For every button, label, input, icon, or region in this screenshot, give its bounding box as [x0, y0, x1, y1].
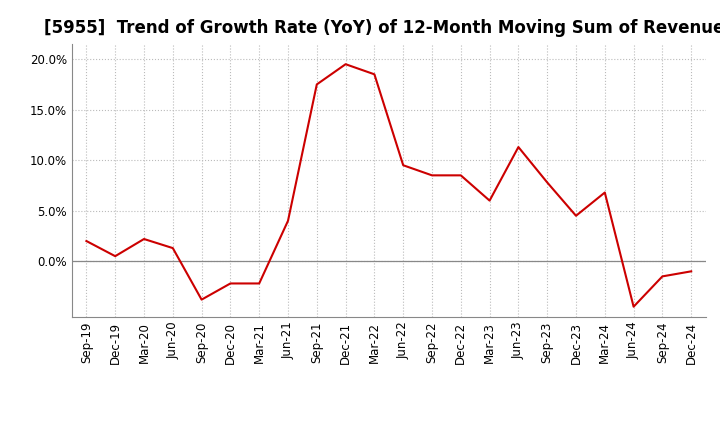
Title: [5955]  Trend of Growth Rate (YoY) of 12-Month Moving Sum of Revenues: [5955] Trend of Growth Rate (YoY) of 12-… [44, 19, 720, 37]
